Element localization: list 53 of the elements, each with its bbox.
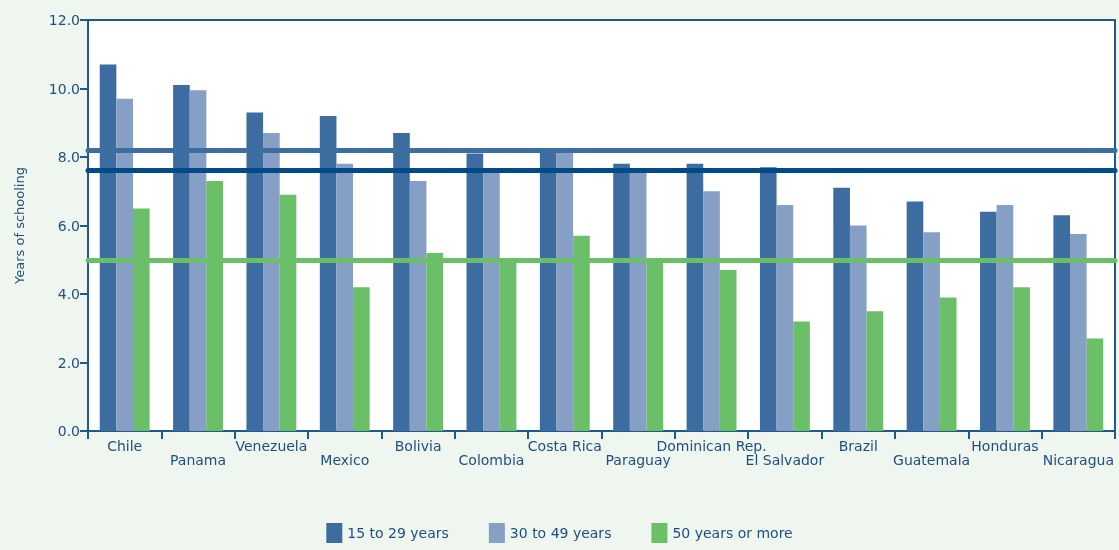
y-tick-label: 10.0 — [48, 80, 80, 97]
bar — [833, 187, 850, 431]
bar — [353, 287, 370, 431]
bar — [1053, 215, 1071, 431]
bar — [629, 170, 647, 431]
x-tick-label: Paraguay — [605, 452, 671, 468]
bar — [409, 180, 427, 431]
bar — [1086, 338, 1104, 431]
bar — [703, 191, 720, 431]
x-tick-label: Bolivia — [394, 438, 442, 454]
legend-label: 30 to 49 years — [509, 525, 612, 541]
bar — [849, 225, 867, 431]
bar — [116, 98, 133, 431]
bar — [613, 163, 630, 431]
x-tick-label: Costa Rica — [527, 438, 602, 454]
y-tick-label: 6.0 — [57, 217, 80, 234]
bar — [483, 170, 500, 431]
x-tick-label: Venezuela — [235, 438, 308, 454]
y-tick-label: 0.0 — [57, 423, 80, 439]
x-tick-label: El Salvador — [745, 452, 825, 468]
bar — [263, 133, 280, 431]
bar — [996, 204, 1014, 431]
y-tick-label: 4.0 — [57, 286, 80, 302]
bar — [866, 311, 884, 431]
x-tick-label: Dominican Rep. — [656, 438, 767, 454]
legend-label: 50 years or more — [672, 525, 793, 541]
x-tick-label: Brazil — [838, 438, 878, 454]
x-tick-label: Colombia — [458, 452, 525, 468]
x-tick-label: Mexico — [320, 452, 370, 468]
bar — [1070, 234, 1087, 431]
bar — [556, 150, 574, 431]
y-tick-label: 8.0 — [57, 149, 80, 165]
x-tick-label: Nicaragua — [1042, 452, 1114, 468]
bar — [980, 211, 997, 431]
legend-label: 15 to 29 years — [347, 525, 449, 541]
bar — [189, 90, 207, 431]
y-axis-title: Years of schooling — [12, 167, 27, 285]
bar — [719, 270, 737, 431]
y-tick-label: 2.0 — [57, 354, 80, 371]
bar — [686, 163, 704, 431]
x-tick-label: Guatemala — [893, 452, 971, 468]
x-tick-label: Honduras — [971, 438, 1039, 454]
bar — [939, 297, 957, 431]
x-tick-label: Chile — [107, 438, 143, 454]
bar — [906, 201, 924, 431]
bar — [759, 167, 777, 431]
bar — [923, 232, 940, 431]
bar — [1013, 287, 1030, 431]
bar — [776, 204, 794, 431]
x-tick-label: Panama — [170, 452, 227, 468]
y-tick-label: 12.0 — [48, 12, 80, 28]
bar — [336, 163, 354, 431]
bar — [793, 321, 810, 431]
